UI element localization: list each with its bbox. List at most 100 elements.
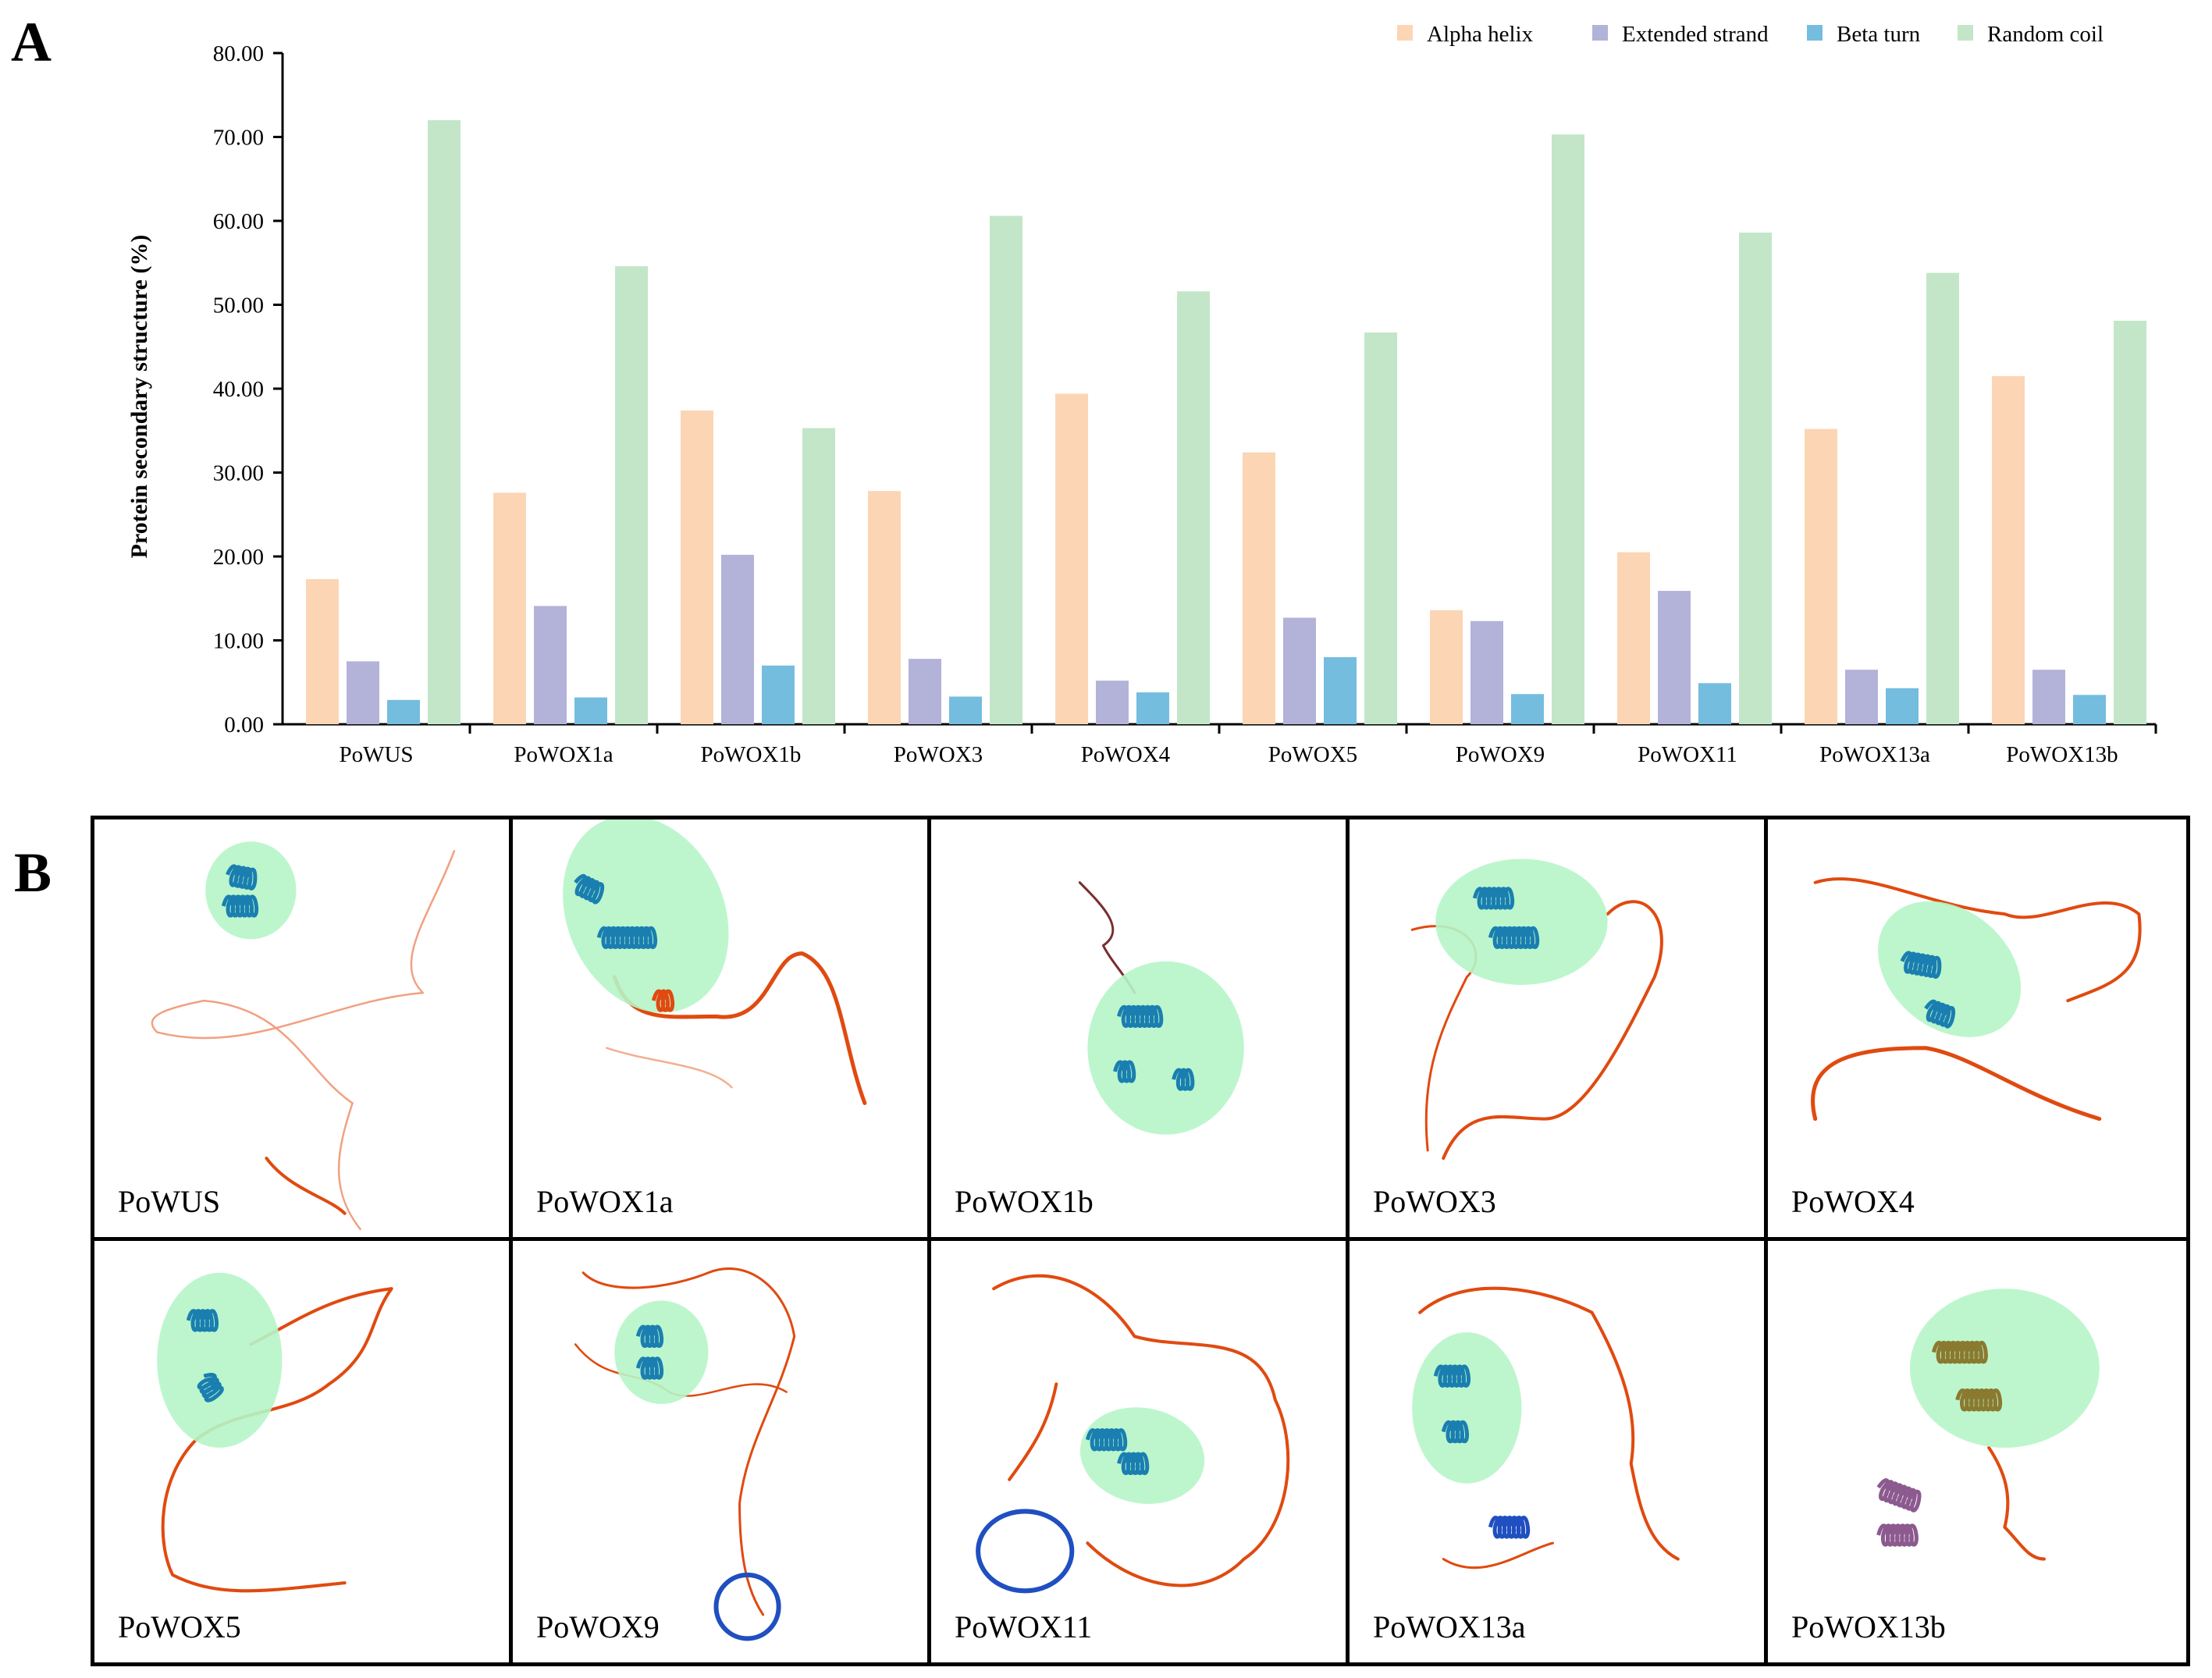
helix-ribbon [186,1309,219,1332]
legend-label: Extended strand [1622,22,1769,47]
bar-extended-strand [909,659,941,724]
legend-swatch [1807,25,1823,41]
bar-alpha-helix [681,410,713,724]
bar-alpha-helix [1805,428,1837,724]
protein-structure-image [151,841,456,1231]
structure-cell: PoWOX13b [1768,1241,2186,1662]
helix-ribbon [1085,1427,1128,1452]
legend-label: Alpha helix [1427,22,1534,47]
bar-beta-turn [949,696,982,724]
protein-structure-image [976,1274,1290,1594]
homeodomain-highlight [157,1272,283,1448]
bar-alpha-helix [1243,452,1275,724]
structure-label: PoWOX11 [955,1609,1093,1644]
helix-ribbon [197,1372,224,1402]
coil-region [1813,877,2142,1003]
y-tick-label: 80.00 [213,41,264,66]
coil-region [1418,1286,1680,1561]
coil-region [581,1267,796,1616]
bar-extended-strand [1096,681,1129,724]
x-tick-label: PoWOX1a [514,742,613,767]
legend-swatch [1397,25,1413,41]
homeodomain-highlight [1087,961,1244,1135]
bar-random-coil [2114,320,2146,724]
bar-extended-strand [534,606,567,724]
bar-extended-strand [1658,591,1691,724]
legend-label: Beta turn [1837,22,1921,47]
structure-cell: PoWOX11 [931,1241,1350,1662]
bar-beta-turn [762,665,795,724]
bar-alpha-helix [306,579,339,724]
bar-chart: 0.00 10.00 20.00 30.00 40.00 50.00 60.00 70.00 8… [126,22,2157,767]
x-tick-label: PoWOX13b [2006,742,2118,767]
homeodomain-highlight [563,819,729,1013]
coil-region [1811,1046,2102,1122]
bar-extended-strand [1283,617,1316,724]
bar-alpha-helix [868,491,901,724]
bar-beta-turn [1698,683,1731,724]
bar-beta-turn [387,699,420,724]
helix-ribbon [1488,1516,1531,1539]
bar-alpha-helix [493,492,526,724]
x-tick-label: PoWOX11 [1638,742,1737,767]
bar-extended-strand [347,661,379,724]
x-tick-label: PoWUS [339,742,413,767]
coil-region [612,951,867,1105]
structure-label: PoWOX1b [955,1184,1094,1219]
bar-beta-turn [1511,694,1544,724]
bar-random-coil [802,428,835,724]
bar-random-coil [615,266,648,724]
structure-label: PoWOX13b [1791,1609,1946,1644]
homeodomain-highlight [1412,1332,1522,1484]
protein-structure-image [1412,1286,1680,1570]
coil-region [992,1274,1290,1587]
bar-extended-strand [721,554,754,724]
structure-cell: PoWOX3 [1350,819,1768,1241]
helix-ribbon [1117,1452,1150,1476]
x-tick-label: PoWOX13a [1819,742,1930,767]
y-tick-label: 30.00 [213,461,264,486]
panel-a-label: A [11,11,52,73]
y-tick-label: 50.00 [213,293,264,318]
helix-ribbon [226,864,258,891]
coil-region [1008,1382,1058,1481]
helix-ribbon [574,874,605,905]
homeodomain-highlight [1910,1289,2100,1448]
bar-beta-turn [1886,688,1919,724]
helix-ribbon [1876,1523,1919,1547]
structure-cell: PoWOX1a [513,819,931,1241]
helix-ribbon [596,926,658,950]
protein-structure-image [1078,881,1244,1135]
protein-structure-image [1410,859,1663,1161]
beta-domain [713,1572,781,1641]
bar-beta-turn [2073,695,2106,724]
structure-cell: PoWUS [94,819,513,1241]
y-tick-label: 10.00 [213,629,264,654]
structure-label: PoWOX9 [536,1609,660,1644]
bar-random-coil [1552,134,1584,724]
y-tick-label: 40.00 [213,377,264,402]
x-tick-label: PoWOX4 [1081,742,1171,767]
bar-beta-turn [574,697,607,724]
helix-ribbon [1441,1420,1470,1444]
x-tick-label: PoWOX3 [894,742,983,767]
helix-ribbon [1924,999,1956,1029]
y-tick-label: 70.00 [213,126,264,151]
bar-beta-turn [1136,692,1169,724]
x-tick-label: PoWOX9 [1456,742,1545,767]
structure-label: PoWOX3 [1373,1184,1496,1219]
bar-alpha-helix [1430,610,1463,724]
bar-random-coil [1926,272,1959,724]
coil-region [151,850,456,1040]
bar-alpha-helix [1055,393,1088,724]
bar-random-coil [1177,291,1210,724]
structure-grid: PoWUS PoWOX1a PoWOX1b PoWOX3 PoWOX4 PoWO… [91,816,2190,1666]
protein-structure-image [563,819,867,1105]
y-tick-label: 60.00 [213,209,264,234]
bar-extended-strand [2032,670,2065,724]
beta-domain [976,1509,1075,1594]
coil-region [1442,900,1663,1161]
coil-region [203,999,361,1231]
protein-structure-image [1811,877,2142,1122]
bar-beta-turn [1324,657,1357,724]
